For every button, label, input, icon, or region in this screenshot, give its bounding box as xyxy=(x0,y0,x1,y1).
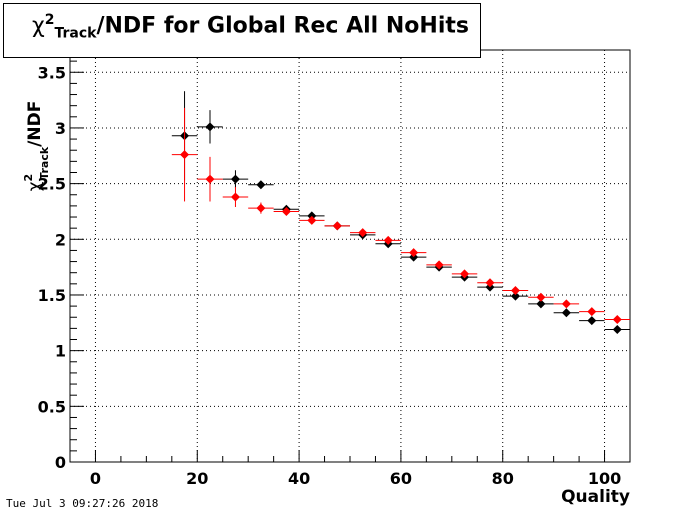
svg-text:χ2Track/NDF: χ2 Track/NDF xyxy=(22,101,51,192)
y-tick-label: 0 xyxy=(55,453,66,472)
y-tick-label: 3.5 xyxy=(38,63,66,82)
title-text: /NDF for Global Rec All NoHits xyxy=(96,13,469,39)
title-superscript: 2 xyxy=(44,12,55,28)
y-tick-label: 0.5 xyxy=(38,397,66,416)
data-point xyxy=(383,235,393,245)
grid-lines xyxy=(70,50,630,463)
data-point xyxy=(460,269,470,279)
data-point xyxy=(536,299,546,309)
data-point xyxy=(256,180,266,190)
y-tick-label: 3 xyxy=(55,119,66,138)
data-point xyxy=(561,299,571,309)
data-point xyxy=(205,122,215,132)
chart-title: χ2Track/NDF for Global Rec All NoHits xyxy=(32,12,469,42)
y-axis-label-symbol: χ xyxy=(25,181,45,191)
x-tick-label: 40 xyxy=(288,469,310,488)
data-point xyxy=(434,260,444,270)
x-axis-label: Quality xyxy=(561,487,630,507)
x-tick-label: 100 xyxy=(588,469,621,488)
x-tick-label: 60 xyxy=(390,469,412,488)
data-point xyxy=(332,221,342,231)
data-point xyxy=(358,228,368,238)
data-point xyxy=(536,292,546,302)
data-point xyxy=(409,248,419,258)
x-tick-label: 20 xyxy=(186,469,208,488)
data-point xyxy=(485,278,495,288)
series-2 xyxy=(171,107,630,324)
y-axis-label: χ2 Track/NDF xyxy=(22,101,51,192)
chart-title-box: χ2Track/NDF for Global Rec All NoHits xyxy=(3,3,481,58)
timestamp-footer: Tue Jul 3 09:27:26 2018 xyxy=(6,497,159,510)
data-point xyxy=(205,174,215,184)
x-tick-label: 0 xyxy=(90,469,101,488)
y-tick-label: 2.5 xyxy=(38,175,66,194)
y-axis-label-sup: 2 xyxy=(22,174,35,182)
data-point xyxy=(587,307,597,317)
data-point xyxy=(230,174,240,184)
y-tick-label: 2 xyxy=(55,230,66,249)
data-point xyxy=(561,308,571,318)
y-tick-label: 1 xyxy=(55,342,66,361)
y-tick-label: 1.5 xyxy=(38,286,66,305)
data-series xyxy=(171,91,630,334)
series-1 xyxy=(171,91,630,334)
data-point xyxy=(612,314,622,324)
data-point xyxy=(307,215,317,225)
axes: 0 20 40 60 80 100 0 0.5 1 1.5 2 2.5 3 3.5 xyxy=(38,49,631,488)
data-point xyxy=(281,206,291,216)
data-point xyxy=(180,150,190,160)
y-axis-label-rest: /NDF xyxy=(25,101,45,147)
title-subscript: Track xyxy=(54,25,97,42)
y-axis-label-sub: Track xyxy=(38,146,51,180)
x-tick-label: 80 xyxy=(492,469,514,488)
data-point xyxy=(612,324,622,334)
title-chi-symbol: χ xyxy=(32,13,45,39)
plot-frame xyxy=(69,49,631,463)
data-point xyxy=(587,316,597,326)
data-point xyxy=(256,203,266,213)
data-point xyxy=(510,291,520,301)
data-point xyxy=(230,192,240,202)
data-point xyxy=(510,286,520,296)
